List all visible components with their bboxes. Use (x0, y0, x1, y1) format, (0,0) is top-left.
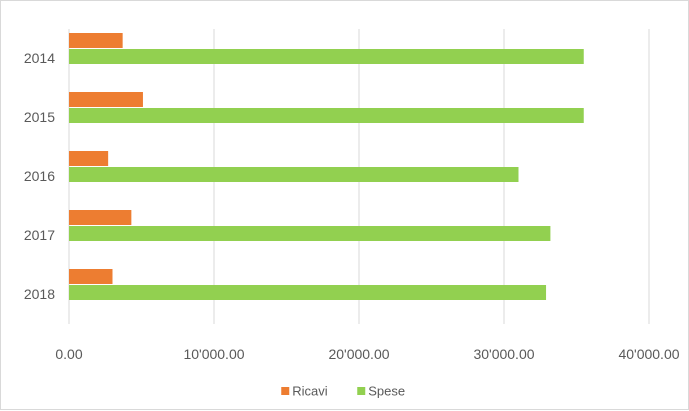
axes: 0.00 10'000.00 20'000.00 30'000.00 40'000.00… (24, 50, 680, 362)
bars (69, 33, 584, 300)
bar-ricavi-2016 (69, 151, 109, 166)
bar-spese-2016 (69, 167, 519, 182)
legend-label-spese: Spese (368, 383, 405, 398)
x-tick-label: 0.00 (55, 346, 82, 362)
bar-spese-2015 (69, 108, 584, 123)
bar-spese-2018 (69, 285, 547, 300)
x-tick-label: 10'000.00 (183, 346, 244, 362)
bar-spese-2017 (69, 226, 551, 241)
x-tick-label: 20'000.00 (328, 346, 389, 362)
y-tick-label: 2014 (24, 50, 55, 66)
x-tick-label: 30'000.00 (473, 346, 534, 362)
legend: Ricavi Spese (281, 383, 405, 398)
y-tick-label: 2018 (24, 286, 55, 302)
legend-swatch-spese (357, 387, 366, 395)
y-tick-label: 2016 (24, 168, 55, 184)
bar-ricavi-2015 (69, 92, 143, 107)
bar-ricavi-2014 (69, 33, 123, 48)
x-tick-label: 40'000.00 (618, 346, 679, 362)
bar-spese-2014 (69, 49, 584, 64)
y-tick-label: 2017 (24, 227, 55, 243)
bar-ricavi-2017 (69, 210, 132, 225)
legend-swatch-ricavi (281, 387, 290, 395)
bar-ricavi-2018 (69, 269, 113, 284)
legend-label-ricavi: Ricavi (292, 383, 328, 398)
y-tick-label: 2015 (24, 109, 55, 125)
